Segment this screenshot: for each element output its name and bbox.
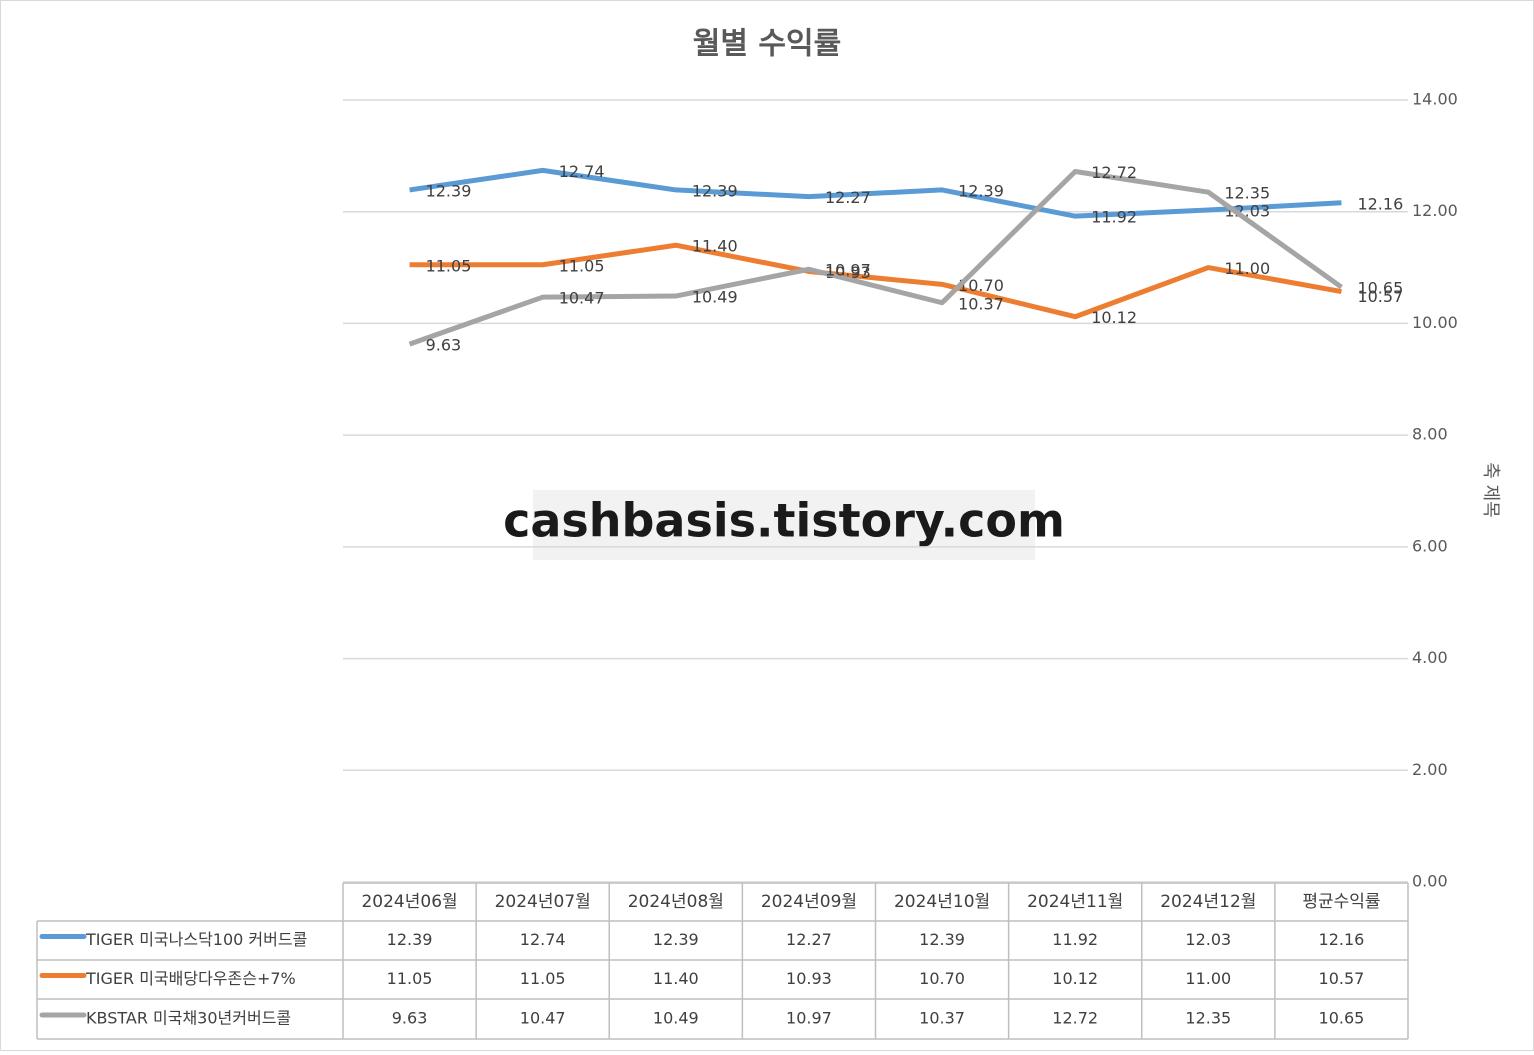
table-cell: 12.39 [919,930,965,949]
table-cell: 12.39 [653,930,699,949]
data-label: 9.63 [426,336,462,355]
legend-label: TIGER 미국배당다우존슨+7% [85,969,296,988]
chart-title: 월별 수익률 [693,27,841,62]
table-cell: 9.63 [392,1009,428,1028]
table-cell: 10.37 [919,1009,965,1028]
table-cell: 12.16 [1319,930,1365,949]
data-label: 11.05 [426,256,472,275]
series-line [408,168,1343,347]
table-cell: 12.72 [1052,1009,1098,1028]
data-label: 10.57 [1357,287,1403,306]
data-label: 10.97 [825,261,871,280]
table-header: 2024년07월 [495,892,591,912]
data-label: 10.12 [1091,308,1137,327]
data-label: 10.70 [958,276,1004,295]
y-tick-label: 2.00 [1412,760,1448,779]
table-cell: 11.00 [1185,969,1231,988]
table-header: 2024년10월 [894,892,990,912]
table-cell: 10.70 [919,969,965,988]
watermark-bg [533,490,1035,560]
y-tick-label: 14.00 [1412,90,1458,109]
y-tick-label: 12.00 [1412,201,1458,220]
table-cell: 11.92 [1052,930,1098,949]
table-cell: 11.05 [520,969,566,988]
data-label: 11.92 [1091,208,1137,227]
data-label: 12.35 [1224,184,1270,203]
data-label: 12.72 [1091,163,1137,182]
table-header: 2024년12월 [1160,892,1256,912]
table-cell: 12.74 [520,930,566,949]
table-header: 2024년11월 [1027,892,1123,912]
table-cell: 10.49 [653,1009,699,1028]
data-label: 10.49 [692,288,738,307]
table-header: 2024년08월 [628,892,724,912]
table-cell: 11.40 [653,969,699,988]
legend-label: KBSTAR 미국채30년커버드콜 [86,1009,291,1028]
data-label: 10.65 [1357,279,1403,298]
data-label: 10.37 [958,294,1004,313]
table-cell: 12.03 [1185,930,1231,949]
table-header: 2024년06월 [361,892,457,912]
table-cell: 12.35 [1185,1009,1231,1028]
y-axis-label: 축 제목 [1480,462,1501,517]
data-label: 12.39 [426,181,472,200]
data-label: 11.40 [692,237,738,256]
y-tick-label: 0.00 [1412,872,1448,891]
table-cell: 10.65 [1319,1009,1365,1028]
legend-label: TIGER 미국나스닥100 커버드콜 [85,930,307,949]
data-label: 12.03 [1224,202,1270,221]
y-tick-label: 8.00 [1412,425,1448,444]
table-header: 2024년09월 [761,892,857,912]
table-cell: 10.12 [1052,969,1098,988]
table-cell: 10.97 [786,1009,832,1028]
data-label: 12.74 [559,162,605,181]
data-label: 12.16 [1357,194,1403,213]
table-cell: 10.57 [1319,969,1365,988]
table-cell: 10.47 [520,1009,566,1028]
table-cell: 11.05 [387,969,433,988]
data-label: 12.39 [692,181,738,200]
watermark: cashbasis.tistory.com [503,494,1065,548]
data-label: 12.39 [958,181,1004,200]
y-tick-label: 10.00 [1412,313,1458,332]
data-label: 11.00 [1224,259,1270,278]
y-tick-label: 4.00 [1412,648,1448,667]
table-cell: 12.39 [387,930,433,949]
table-cell: 10.93 [786,969,832,988]
series-line [409,242,1342,320]
table-cell: 12.27 [786,930,832,949]
y-tick-label: 6.00 [1412,536,1448,555]
data-label: 10.47 [559,289,605,308]
data-label: 12.27 [825,188,871,207]
series-line [409,167,1342,219]
table-header: 평균수익률 [1302,892,1380,912]
data-label: 11.05 [559,256,605,275]
